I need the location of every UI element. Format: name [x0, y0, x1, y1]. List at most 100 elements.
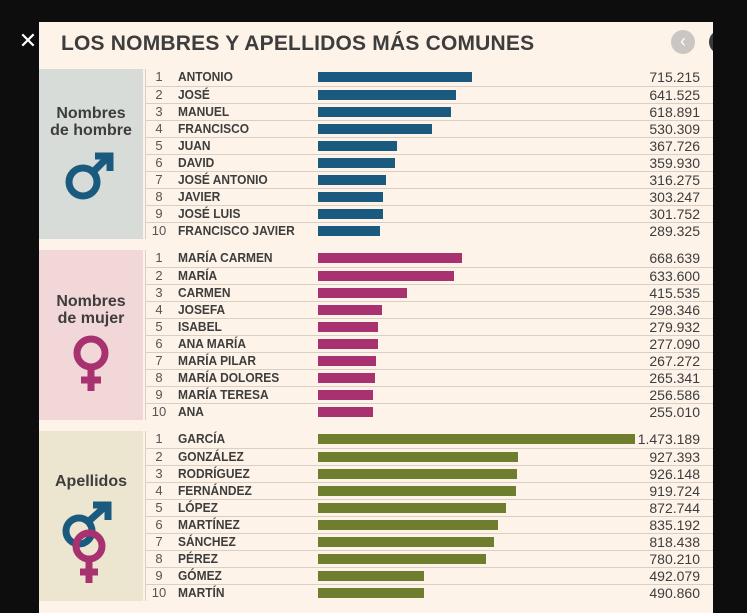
rank-number: 9 [155, 387, 163, 402]
value-bar [318, 469, 517, 479]
table-row: 1 MARÍA CARMEN 668.639 [145, 250, 713, 267]
value-label: 279.932 [649, 319, 700, 335]
table-row: 6 DAVID 359.930 [145, 154, 713, 171]
value-bar [318, 253, 462, 263]
name-label: MARÍA TERESA [178, 387, 269, 402]
table-row: 5 ISABEL 279.932 [145, 318, 713, 335]
section-title-line: Nombres [56, 293, 126, 310]
table-row: 8 MARÍA DOLORES 265.341 [145, 369, 713, 386]
rank-number: 9 [155, 206, 163, 221]
value-label: 1.473.189 [637, 431, 700, 447]
value-bar [318, 192, 383, 202]
rank-number: 7 [155, 534, 163, 549]
name-label: ANA MARÍA [178, 336, 246, 351]
section-surnames: Apellidos 1 GARCÍA 1.473.189 2 GONZÁLEZ 927.39… [39, 431, 713, 601]
close-icon[interactable]: ✕ [18, 28, 38, 53]
value-bar [318, 288, 407, 298]
value-bar [318, 175, 386, 185]
table-row: 2 GONZÁLEZ 927.393 [145, 448, 713, 465]
value-label: 633.600 [649, 268, 700, 284]
name-label: MARÍA PILAR [178, 353, 256, 368]
value-bar [318, 356, 376, 366]
rank-number: 1 [155, 69, 163, 84]
name-label: MARTÍN [178, 585, 225, 600]
section-title: Apellidos [39, 473, 143, 490]
rank-number: 8 [155, 370, 163, 385]
table-row: 7 SÁNCHEZ 818.438 [145, 533, 713, 550]
divider [145, 69, 146, 239]
value-label: 316.275 [649, 172, 700, 188]
ranking-table: 1 ANTONIO 715.215 2 JOSÉ 641.525 3 MANUEL 618.89… [145, 69, 713, 239]
value-label: 267.272 [649, 353, 700, 369]
value-label: 492.079 [649, 568, 700, 584]
value-label: 301.752 [649, 206, 700, 222]
value-label: 490.860 [649, 585, 700, 601]
value-label: 289.325 [649, 223, 700, 239]
value-bar [318, 339, 378, 349]
name-label: SÁNCHEZ [178, 534, 236, 549]
table-row: 6 ANA MARÍA 277.090 [145, 335, 713, 352]
name-label: FRANCISCO [178, 121, 250, 136]
table-row: 8 JAVIER 303.247 [145, 188, 713, 205]
name-label: JOSEFA [178, 302, 226, 317]
section-label-panel: Nombres de mujer [39, 250, 143, 420]
name-label: PÉREZ [178, 551, 218, 566]
value-bar [318, 434, 635, 444]
chevron-right-icon[interactable]: › [709, 30, 713, 54]
name-label: GÓMEZ [178, 568, 222, 583]
value-label: 367.726 [649, 138, 700, 154]
ranking-table: 1 MARÍA CARMEN 668.639 2 MARÍA 633.600 3 CARMEN… [145, 250, 713, 420]
value-bar [318, 588, 424, 598]
value-label: 715.215 [649, 69, 700, 85]
name-label: DAVID [178, 155, 215, 170]
value-bar [318, 90, 456, 100]
value-bar [318, 305, 382, 315]
name-label: ANA [178, 404, 204, 419]
rank-number: 8 [155, 551, 163, 566]
value-bar [318, 571, 424, 581]
value-bar [318, 322, 378, 332]
name-label: MANUEL [178, 104, 230, 119]
value-bar [318, 373, 375, 383]
value-label: 919.724 [649, 483, 700, 499]
value-label: 927.393 [649, 449, 700, 465]
value-bar [318, 72, 472, 82]
name-label: JOSÉ LUIS [178, 206, 241, 221]
value-bar [318, 209, 383, 219]
rank-number: 10 [151, 404, 167, 419]
table-row: 10 FRANCISCO JAVIER 289.325 [145, 222, 713, 239]
rank-number: 3 [155, 466, 163, 481]
divider [145, 250, 146, 420]
table-row: 4 JOSEFA 298.346 [145, 301, 713, 318]
table-row: 8 PÉREZ 780.210 [145, 550, 713, 567]
name-label: MARÍA [178, 268, 218, 283]
name-label: ANTONIO [178, 69, 233, 84]
ranking-table: 1 GARCÍA 1.473.189 2 GONZÁLEZ 927.393 3 RODRÍGU… [145, 431, 713, 601]
value-bar [318, 141, 397, 151]
rank-number: 3 [155, 285, 163, 300]
male-symbol-icon [61, 149, 117, 210]
rank-number: 6 [155, 155, 163, 170]
rank-number: 4 [155, 483, 163, 498]
value-label: 872.744 [649, 500, 700, 516]
section-title-line: de mujer [57, 310, 125, 327]
infographic-card: LOS NOMBRES Y APELLIDOS MÁS COMUNES ‹ › … [39, 22, 713, 613]
value-bar [318, 390, 373, 400]
chevron-left-icon[interactable]: ‹ [671, 30, 695, 54]
value-label: 835.192 [649, 517, 700, 533]
section-women: Nombres de mujer 1 MARÍA CARMEN 668.639 2 MARÍ… [39, 250, 713, 420]
value-bar [318, 226, 380, 236]
name-label: FERNÁNDEZ [178, 483, 252, 498]
value-label: 641.525 [649, 87, 700, 103]
table-row: 5 LÓPEZ 872.744 [145, 499, 713, 516]
value-bar [318, 537, 494, 547]
rank-number: 5 [155, 138, 163, 153]
value-bar [318, 271, 454, 281]
table-row: 4 FERNÁNDEZ 919.724 [145, 482, 713, 499]
table-row: 9 MARÍA TERESA 256.586 [145, 386, 713, 403]
section-label-panel: Nombres de hombre [39, 69, 143, 239]
table-row: 2 JOSÉ 641.525 [145, 86, 713, 103]
value-label: 780.210 [649, 551, 700, 567]
rank-number: 1 [155, 250, 163, 265]
page-title: LOS NOMBRES Y APELLIDOS MÁS COMUNES [61, 32, 535, 55]
